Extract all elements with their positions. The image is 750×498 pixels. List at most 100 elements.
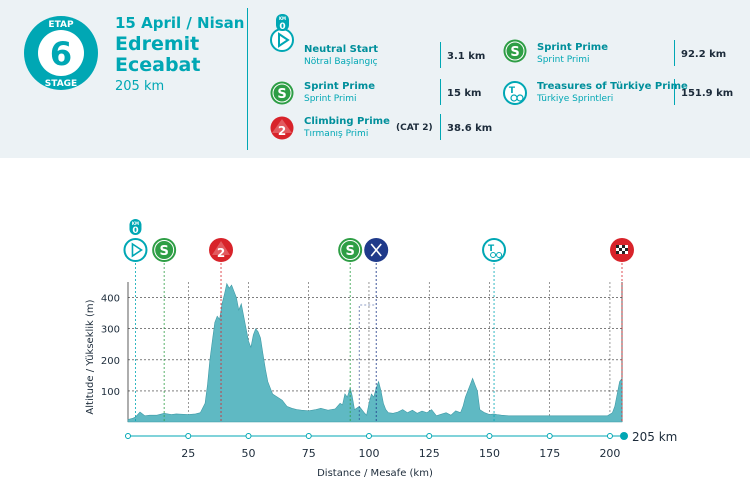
treasures-marker-circle [482, 238, 507, 262]
neutral-start-icon [270, 28, 294, 52]
sprint-icon: S [503, 39, 527, 63]
knife-icon [370, 243, 382, 257]
elevation-chart: KM0 S 2 S T 100 200 300 400 25 50 75 100 125 150 175 20… [85, 219, 677, 479]
elevation-profile [127, 282, 623, 423]
climb-subtitle: Tırmanış Primi [304, 129, 369, 139]
x-tick-label: 175 [539, 447, 560, 460]
treasures-title: Treasures of Türkiye Prime [537, 81, 688, 92]
finish-flag-square [616, 251, 619, 254]
km-divider [674, 79, 675, 105]
sprint2-km: 92.2 km [681, 49, 727, 60]
sprint-ring [340, 240, 361, 260]
finish-flag-square [619, 248, 622, 251]
neutral-start-marker-circle [123, 238, 148, 262]
badge-stage-label: STAGE [45, 79, 77, 89]
treasures-subtitle: Türkiye Sprintleri [537, 94, 614, 104]
wheel-icon [496, 252, 503, 258]
x-tick-dot [426, 433, 433, 439]
x-tick-label: 200 [599, 447, 620, 460]
wheel-icon [490, 252, 497, 258]
x-tick-dot [305, 433, 312, 439]
x-axis-start-dot [125, 433, 131, 439]
treasures-label: T [488, 244, 495, 254]
x-tick-label: 100 [358, 447, 379, 460]
finish-flag-square [616, 245, 619, 248]
finish-city: Eceabat [115, 54, 201, 76]
climb-title: Climbing Prime [304, 116, 390, 127]
end-distance-label: 205 km [632, 430, 677, 444]
x-tick-dot [486, 433, 493, 439]
km-divider [674, 40, 675, 66]
sprint-marker-circle [152, 238, 177, 262]
km-zero-icon [129, 219, 142, 235]
sprint-marker: S [152, 238, 177, 262]
finish-flag-square [625, 248, 628, 251]
feed-marker [364, 238, 389, 262]
y-tick-label: 200 [101, 356, 120, 367]
feed-zone-connector [358, 263, 377, 422]
finish-flag-square [616, 248, 619, 251]
sprint-subtitle: Sprint Primi [304, 94, 357, 104]
y-tick-label: 100 [101, 387, 120, 398]
finish-flag-square [622, 245, 625, 248]
sprint-ring [154, 240, 175, 260]
x-tick-label: 75 [302, 447, 316, 460]
stage-badge: ETAP 6 STAGE [24, 16, 98, 90]
neutral-start-marker: KM0 [123, 219, 148, 262]
badge-stage-number: 6 [50, 35, 72, 73]
sprint-label: S [159, 244, 168, 259]
km-label: KM [279, 16, 286, 21]
x-tick-dot [606, 433, 613, 439]
x-tick-dot [245, 433, 252, 439]
x-axis-label: Distance / Mesafe (km) [317, 468, 433, 479]
x-tick-dot [546, 433, 553, 439]
y-tick-label: 400 [101, 294, 120, 305]
sprint-marker-circle [338, 238, 363, 262]
finish-flag-square [619, 251, 622, 254]
climb-icon-label: 2 [278, 124, 286, 138]
mountain-shape [212, 241, 231, 255]
km-zero-icon: KM 0 [276, 14, 289, 31]
sprint-km: 15 km [447, 88, 482, 99]
neutral-start-title: Neutral Start [304, 44, 379, 55]
x-tick-dot [365, 433, 372, 439]
x-tick-label: 125 [419, 447, 440, 460]
finish-flag-square [622, 251, 625, 254]
start-city: Edremit [115, 33, 200, 55]
sprint-marker: S [338, 238, 363, 262]
climb-marker: 2 [209, 238, 234, 262]
finish-marker [610, 238, 634, 262]
climb-label: 2 [217, 246, 225, 260]
finish-flag-square [625, 245, 628, 248]
elevation-area [127, 282, 623, 423]
y-axis-label: Altitude / Yükseklik (m) [85, 299, 96, 414]
climb-km: 38.6 km [447, 123, 493, 134]
x-tick-dot [185, 433, 192, 439]
km-top-label: KM [132, 221, 139, 226]
profile-markers: KM0 S 2 S T [123, 219, 634, 422]
climb-category: (CAT 2) [396, 123, 433, 133]
sprint-title: Sprint Prime [304, 81, 375, 92]
treasures-icon: T [503, 81, 527, 105]
stage-header: ETAP 6 STAGE 15 April / Nisan Edremit Ec… [0, 0, 750, 158]
climb-icon: 2 [270, 116, 294, 140]
treasures-icon-label: T [509, 86, 516, 96]
y-tick-label: 300 [101, 325, 120, 336]
km-divider [440, 79, 441, 105]
play-icon [131, 242, 143, 258]
finish-flag-square [625, 251, 628, 254]
x-tick-label: 50 [241, 447, 255, 460]
badge-etap-label: ETAP [48, 20, 74, 30]
treasures-km: 151.9 km [681, 88, 734, 99]
sprint-icon-label: S [277, 87, 286, 102]
neutral-start-subtitle: Nötral Başlangıç [304, 57, 378, 67]
finish-flag-square [622, 248, 625, 251]
climb-marker-circle [209, 238, 234, 262]
sprint-icon-label: S [510, 45, 519, 60]
km-divider [440, 114, 441, 140]
header-divider [247, 8, 248, 150]
km-zero-label: 0 [279, 22, 285, 31]
km-divider [440, 42, 441, 68]
sprint-label: S [345, 244, 354, 259]
sprint2-subtitle: Sprint Primi [537, 55, 590, 65]
